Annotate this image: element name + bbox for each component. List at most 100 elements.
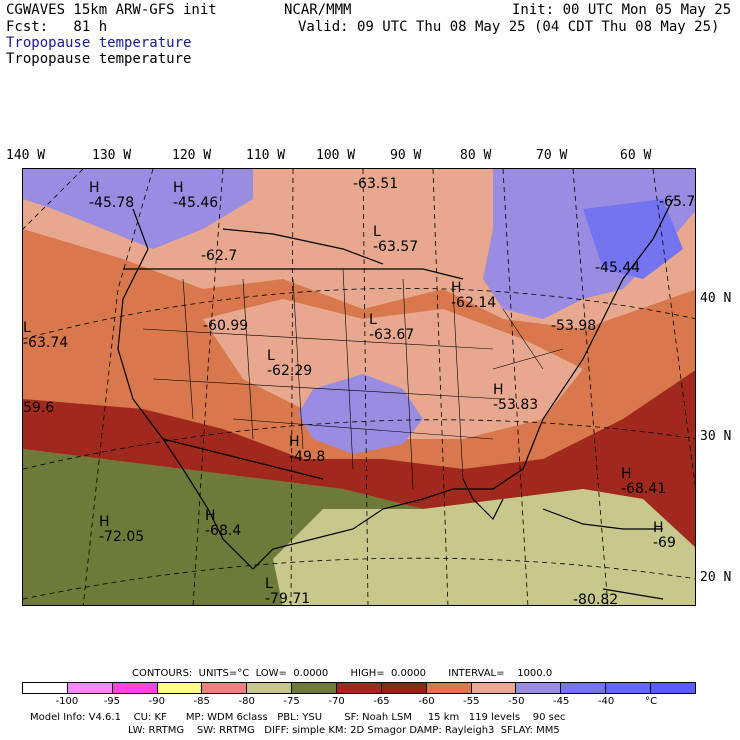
extremum-value: -79.71 (265, 591, 311, 606)
color-bar-tick: -85 (193, 696, 210, 707)
shading-band (203, 299, 583, 439)
extremum-value: 59.6 (23, 400, 55, 416)
extremum-label: -62.7 (201, 249, 237, 264)
forecast-hour: Fcst: 81 h (6, 19, 108, 35)
color-bar-swatch (337, 683, 382, 693)
map-panel: H -45.78 H -45.46 -63.51 L -63.57 -62.7 -65… (22, 168, 696, 606)
color-bar-swatch (651, 683, 695, 693)
color-bar-tick: -40 (597, 696, 615, 707)
extremum-mark: H (173, 180, 184, 196)
color-bar-swatch (381, 683, 427, 693)
lon-label: 140 W (6, 148, 46, 163)
extremum-value: -68.41 (621, 481, 667, 497)
color-bar-swatch (292, 683, 338, 693)
extremum-label: H -62.14 (451, 281, 496, 311)
extremum-value: -69 (653, 535, 676, 551)
extremum-label: H -53.83 (493, 383, 538, 413)
color-bar-swatch (516, 683, 562, 693)
extremum-value: -62.14 (451, 295, 497, 311)
extremum-label: H -68.41 (621, 467, 666, 497)
state-borders (142, 268, 564, 490)
extremum-value: -45.44 (595, 260, 641, 276)
lon-label: 60 W (620, 148, 652, 163)
lat-label: 30 N (700, 429, 732, 444)
extremum-mark: H (493, 382, 504, 398)
extremum-label: H -69 (653, 521, 676, 551)
extremum-label: H -68.4 (205, 509, 241, 539)
color-bar-tick: -100 (55, 696, 79, 707)
color-bar-swatch (23, 683, 68, 693)
extremum-value: -63.51 (353, 176, 399, 192)
extremum-value: -53.98 (551, 318, 597, 334)
shading-band (273, 489, 695, 605)
extremum-label: -65.7 (659, 195, 695, 210)
color-bar-swatch (561, 683, 607, 693)
extremum-label: L -63.57 (373, 225, 418, 255)
color-bar-tick: -55 (463, 696, 480, 707)
shading-band (298, 374, 423, 454)
init-time: Init: 00 UTC Mon 05 May 25 (512, 2, 732, 18)
extremum-mark: L (373, 224, 381, 240)
lon-label: 120 W (172, 148, 212, 163)
shading-band (23, 169, 253, 249)
color-bar-swatch (202, 683, 248, 693)
extremum-value: -62.29 (267, 363, 313, 379)
lat-label: 40 N (700, 291, 732, 306)
extremum-label: L -63.67 (369, 313, 414, 343)
extremum-label: 59.6 (23, 401, 54, 416)
extremum-value: -45.78 (89, 195, 135, 211)
map-label-layer: H -45.78 H -45.46 -63.51 L -63.57 -62.7 -65… (23, 169, 695, 606)
extremum-label: L -63.74 (23, 321, 68, 351)
shading-band (23, 489, 103, 579)
valid-time: Valid: 09 UTC Thu 08 May 25 (04 CDT Thu … (298, 19, 720, 35)
extremum-value: -63.67 (369, 327, 415, 343)
extremum-mark: H (289, 434, 300, 450)
extremum-mark: H (451, 280, 462, 296)
extremum-label: -53.98 (551, 319, 596, 334)
extremum-mark: L (369, 312, 377, 328)
extremum-value: -72.05 (99, 529, 145, 545)
extremum-value: -53.83 (493, 397, 539, 413)
extremum-mark: H (205, 508, 216, 524)
color-bar (22, 682, 696, 694)
extremum-label: L -62.29 (267, 349, 312, 379)
extremum-mark: H (89, 180, 100, 196)
model-info: Model Info: V4.6.1 CU: KF MP: WDM 6class… (30, 712, 566, 723)
extremum-label: -80.82 (573, 593, 618, 606)
extremum-label: -63.51 (353, 177, 398, 192)
extremum-label: -60.99 (203, 319, 248, 334)
color-bar-swatch (157, 683, 203, 693)
extremum-value: -45.46 (173, 195, 219, 211)
color-bar-swatch (67, 683, 113, 693)
extremum-mark: H (653, 520, 664, 536)
extremum-value: -62.7 (201, 248, 238, 264)
lon-label: 100 W (316, 148, 356, 163)
model-title: CGWAVES 15km ARW-GFS init (6, 2, 217, 18)
color-bar-swatch (112, 683, 158, 693)
color-bar-swatch (606, 683, 652, 693)
color-bar-tick: -60 (418, 696, 435, 707)
extremum-mark: L (265, 576, 273, 592)
color-bar-tick: -45 (553, 696, 570, 707)
color-bar-tick: -90 (148, 696, 165, 707)
shading-band (583, 199, 683, 279)
color-bar-tick: -95 (103, 696, 121, 707)
extremum-value: -63.57 (373, 239, 419, 255)
contour-info: CONTOURS: UNITS=°C LOW= 0.0000 HIGH= 0.0… (132, 668, 553, 679)
lon-label: 110 W (246, 148, 286, 163)
field-title: Tropopause temperature (6, 51, 192, 67)
color-bar-tick: °C (645, 696, 658, 707)
color-bar-tick: -50 (508, 696, 525, 707)
extremum-label: H -49.8 (289, 435, 325, 465)
lat-label: 20 N (700, 570, 732, 585)
color-bar-swatch (471, 683, 517, 693)
shading-band (23, 370, 695, 548)
color-bar-tick: -70 (328, 696, 345, 707)
tropopause-temperature-map (23, 169, 695, 605)
lon-label: 90 W (390, 148, 422, 163)
extremum-value: -63.74 (23, 335, 69, 351)
extremum-value: -49.8 (289, 449, 326, 465)
color-bar-tick: -65 (373, 696, 390, 707)
extremum-value: -68.4 (205, 523, 242, 539)
lon-label: 80 W (460, 148, 492, 163)
